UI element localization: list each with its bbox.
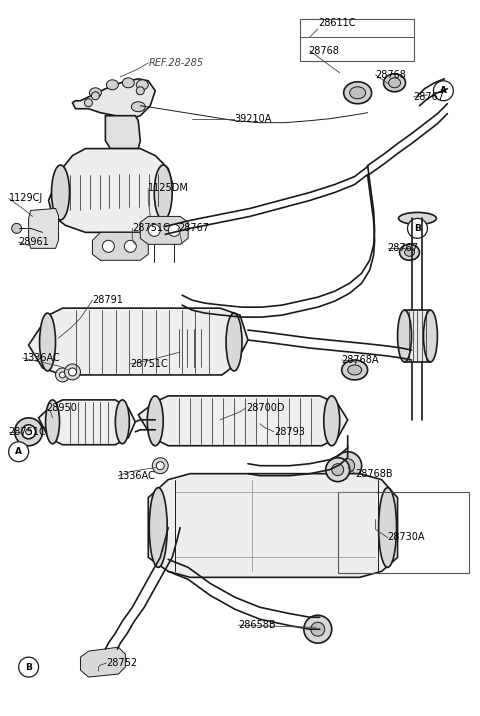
Polygon shape [29,308,248,375]
Text: 28767: 28767 [387,243,419,253]
Text: 28611C: 28611C [318,18,355,28]
Polygon shape [81,647,125,677]
Text: B: B [25,662,32,672]
Circle shape [56,368,70,382]
Circle shape [60,372,65,378]
Ellipse shape [350,87,366,99]
Ellipse shape [147,396,163,446]
Text: 28751C: 28751C [132,223,170,233]
Circle shape [168,224,180,236]
Ellipse shape [344,82,372,104]
Text: 28730A: 28730A [387,533,425,543]
Polygon shape [29,208,59,248]
Text: A: A [15,448,22,456]
Ellipse shape [149,488,167,567]
Text: 28950: 28950 [47,403,77,413]
Text: 28767: 28767 [413,92,444,102]
Text: REF.28-285: REF.28-285 [148,58,204,68]
Text: 1336AC: 1336AC [23,353,60,363]
Circle shape [152,458,168,474]
Text: 1129CJ: 1129CJ [9,193,43,203]
Ellipse shape [132,102,145,112]
Bar [338,492,469,574]
Ellipse shape [122,78,134,88]
Bar [300,19,415,61]
Circle shape [334,452,361,480]
Ellipse shape [226,313,242,371]
Ellipse shape [384,74,406,92]
Circle shape [69,368,76,376]
Circle shape [304,615,332,643]
Polygon shape [148,474,397,577]
Ellipse shape [397,310,411,362]
Ellipse shape [115,400,129,444]
Text: 1125DM: 1125DM [148,183,189,193]
Ellipse shape [165,328,179,368]
Ellipse shape [51,165,70,220]
Circle shape [148,224,160,236]
Text: 28752: 28752 [107,658,137,668]
Text: 28961: 28961 [19,237,49,247]
Polygon shape [93,233,148,261]
Text: 28700D: 28700D [246,403,285,413]
Ellipse shape [348,365,361,375]
Ellipse shape [136,79,148,90]
Text: 28768B: 28768B [356,469,393,479]
Circle shape [9,442,29,462]
Text: 1336AC: 1336AC [119,470,156,480]
Circle shape [124,241,136,252]
Circle shape [91,92,99,100]
Text: 28768: 28768 [308,46,339,56]
Ellipse shape [154,165,172,220]
Ellipse shape [46,400,60,444]
Text: B: B [414,224,421,233]
Circle shape [64,364,81,380]
Text: 28791: 28791 [93,295,123,305]
Polygon shape [38,400,135,445]
Circle shape [22,425,36,439]
Text: 28751C: 28751C [130,359,168,369]
Text: A: A [440,86,447,95]
Text: 28768A: 28768A [342,355,379,365]
Ellipse shape [379,488,396,567]
Text: 28658B: 28658B [238,620,276,630]
Circle shape [25,429,32,435]
Circle shape [136,87,144,95]
Circle shape [341,459,355,473]
Ellipse shape [342,360,368,380]
Circle shape [19,657,38,677]
Bar [405,310,431,362]
Text: 28767: 28767 [178,223,209,233]
Polygon shape [48,149,172,233]
Circle shape [408,218,428,238]
Ellipse shape [39,313,56,371]
Ellipse shape [405,248,415,256]
Ellipse shape [423,310,437,362]
Ellipse shape [399,244,420,261]
Text: 28751C: 28751C [9,427,47,437]
Circle shape [156,462,164,470]
Circle shape [84,99,93,107]
Ellipse shape [398,213,436,224]
Ellipse shape [201,328,215,368]
Text: 28768: 28768 [376,70,407,79]
Circle shape [332,464,344,475]
Circle shape [15,418,43,446]
Polygon shape [72,79,155,119]
Circle shape [326,458,350,482]
Polygon shape [138,396,348,446]
Ellipse shape [89,88,101,98]
Text: 28793: 28793 [274,427,305,437]
Polygon shape [140,216,188,244]
Ellipse shape [389,78,400,88]
Polygon shape [106,116,140,149]
Circle shape [433,81,454,101]
Ellipse shape [107,79,119,90]
Circle shape [102,241,114,252]
Bar [172,328,208,368]
Circle shape [12,223,22,233]
Text: 39210A: 39210A [234,114,271,124]
Ellipse shape [324,396,340,446]
Circle shape [311,622,325,637]
